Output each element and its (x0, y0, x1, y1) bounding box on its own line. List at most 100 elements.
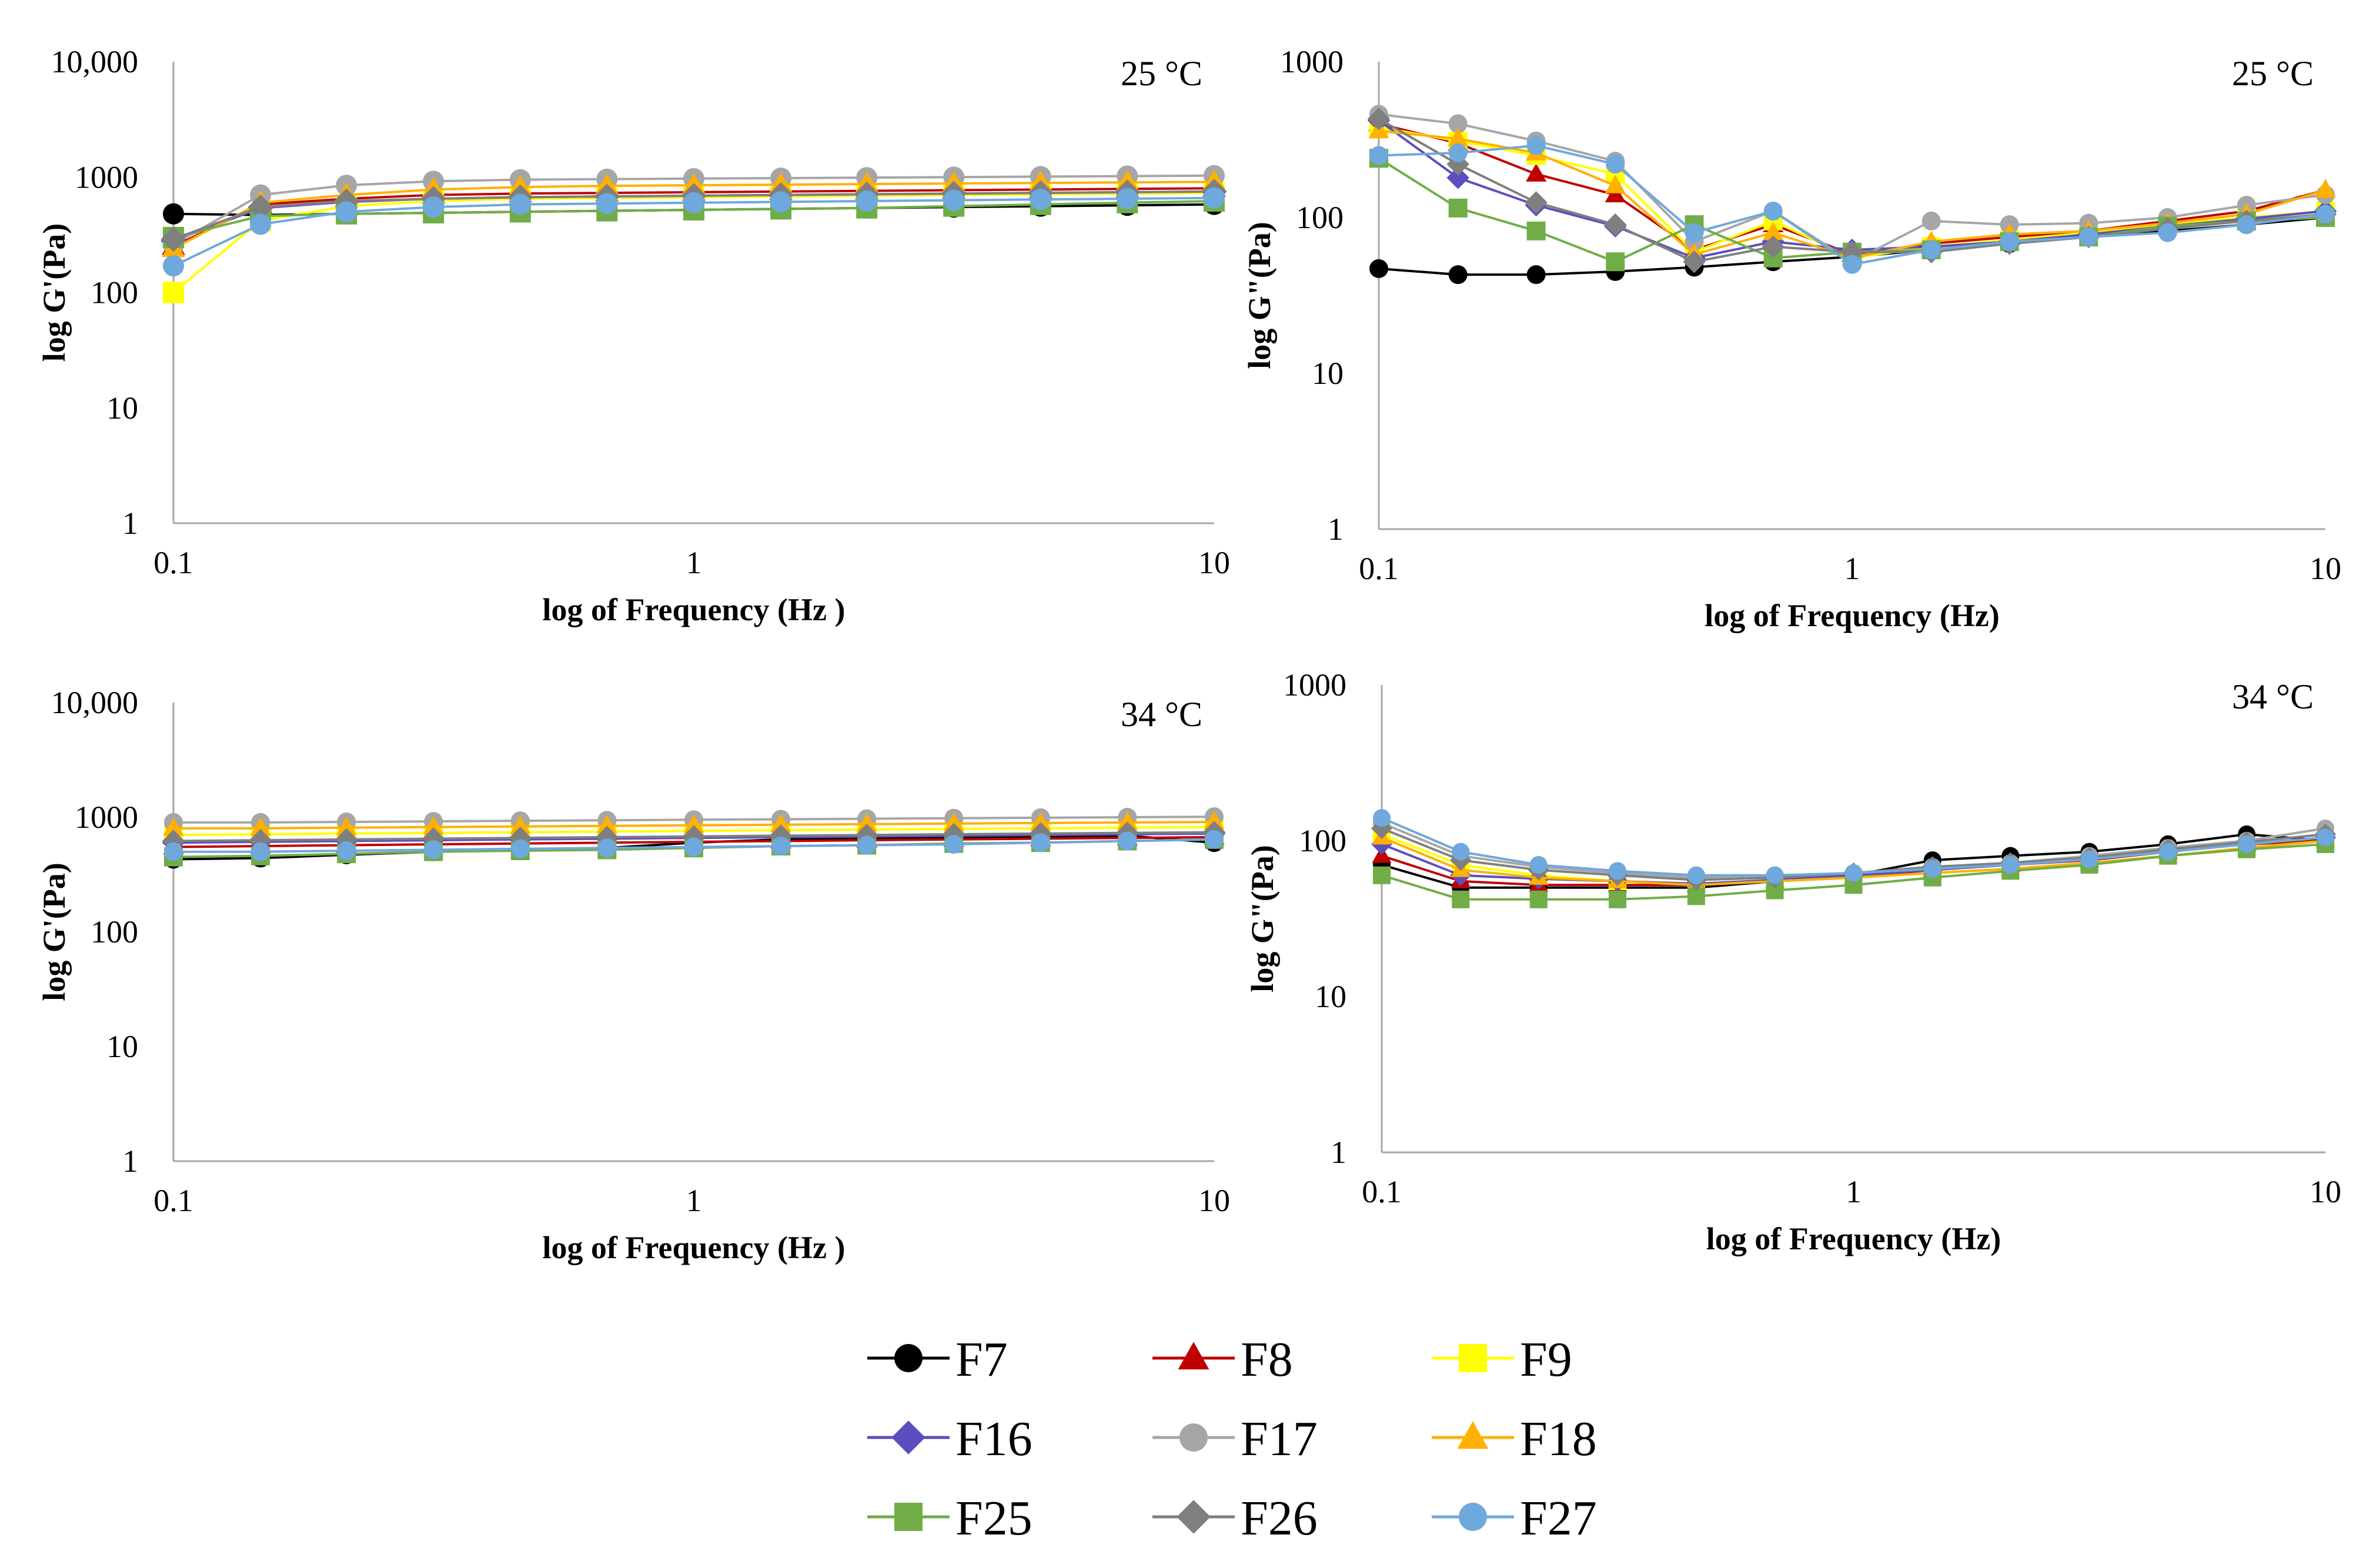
data-point (1526, 221, 1546, 240)
legend-item-f18: F18 (1432, 1412, 1597, 1466)
data-point (1448, 114, 1468, 133)
y-tick-label: 10 (106, 390, 138, 426)
y-tick-label: 100 (91, 275, 138, 310)
data-point (1762, 235, 1784, 258)
panel-bottom-right: 0.1 1 10 1 10 100 1000 log of Frequency (Hz) log… (1245, 667, 2341, 1256)
temperature-label: 25 °C (1121, 54, 1202, 93)
data-point (1373, 809, 1391, 827)
x-tick-label: 10 (2310, 1174, 2341, 1209)
data-point (1766, 866, 1784, 884)
data-point (2237, 215, 2256, 235)
data-point (1446, 153, 1469, 176)
data-point (1526, 163, 1547, 182)
y-tick-label: 100 (1296, 200, 1344, 235)
data-point (2080, 850, 2098, 868)
legend-marker (894, 1503, 923, 1531)
x-tick-label: 0.1 (1362, 1174, 1402, 1209)
data-point (1118, 831, 1137, 851)
temperature-label: 34 °C (2232, 677, 2314, 716)
data-point (1448, 198, 1468, 218)
data-point (1205, 830, 1224, 849)
y-axis-title: log G'(Pa) (36, 862, 72, 1001)
legend-item-f25: F25 (867, 1491, 1032, 1546)
data-point (856, 190, 878, 212)
data-point (1604, 213, 1627, 236)
legend-label: F8 (1241, 1332, 1293, 1387)
data-point (683, 814, 704, 833)
data-point (1683, 250, 1706, 273)
data-point (1367, 107, 1391, 131)
legend-label: F17 (1241, 1412, 1318, 1466)
data-point (163, 817, 184, 836)
data-point (250, 817, 271, 836)
data-point (1373, 866, 1391, 884)
data-point (248, 194, 273, 220)
series-f26 (1367, 107, 2337, 273)
y-tick-label: 10,000 (51, 44, 139, 79)
y-tick-label: 100 (1299, 823, 1346, 858)
x-tick-label: 1 (1844, 551, 1860, 586)
legend-item-f7: F7 (867, 1332, 1008, 1387)
data-point (1204, 811, 1225, 830)
data-point (1526, 136, 1546, 155)
data-point (336, 817, 357, 835)
data-point (163, 203, 184, 225)
data-point (336, 201, 357, 223)
data-point (1452, 890, 1470, 908)
legend-label: F9 (1520, 1332, 1572, 1387)
legend-item-f27: F27 (1432, 1491, 1597, 1546)
data-point (1763, 202, 1783, 221)
legend-item-f9: F9 (1432, 1332, 1572, 1387)
x-axis-title: log of Frequency (Hz) (1706, 1221, 2001, 1256)
data-point (1608, 890, 1626, 908)
data-point (1446, 166, 1469, 189)
data-point (1921, 240, 1941, 260)
data-point (2001, 856, 2020, 874)
data-point (1031, 833, 1050, 852)
data-point (337, 841, 356, 861)
legend-marker (1179, 1423, 1208, 1452)
legend-label: F7 (955, 1332, 1008, 1387)
data-point (1685, 223, 1704, 242)
y-tick-label: 1 (1331, 1135, 1346, 1170)
y-tick-label: 1 (1328, 511, 1344, 547)
data-point (2238, 835, 2256, 853)
data-point (1606, 155, 1625, 174)
legend-marker (1459, 1503, 1487, 1531)
temperature-label: 34 °C (1121, 695, 1202, 734)
data-point (943, 189, 965, 211)
data-point (1525, 191, 1548, 214)
data-point (164, 842, 183, 861)
y-tick-label: 100 (91, 914, 138, 950)
data-point (1030, 189, 1051, 210)
y-tick-label: 10 (1315, 979, 1346, 1014)
x-tick-label: 10 (2310, 551, 2341, 586)
data-point (770, 814, 791, 833)
legend-label: F16 (955, 1412, 1032, 1466)
series-f27 (163, 187, 1225, 277)
data-point (424, 840, 443, 860)
legend: F7 F8 F9 F16 F17 F18 F25 F26 F27 (867, 1332, 1597, 1546)
data-point (423, 196, 445, 218)
x-axis-title: log of Frequency (Hz ) (543, 1230, 846, 1265)
legend-label: F18 (1520, 1412, 1597, 1466)
legend-marker (1457, 1421, 1489, 1449)
series-f27 (1373, 809, 2334, 884)
data-point (596, 193, 618, 215)
x-tick-label: 0.1 (153, 1183, 193, 1218)
data-point (857, 835, 877, 855)
legend-label: F26 (1241, 1491, 1318, 1546)
data-point (943, 813, 964, 831)
x-tick-label: 1 (686, 545, 702, 580)
legend-label: F27 (1520, 1491, 1597, 1546)
x-tick-label: 10 (1198, 1183, 1230, 1218)
data-point (1606, 252, 1625, 272)
y-tick-label: 10 (1312, 356, 1344, 391)
data-point (683, 192, 704, 213)
data-point (1526, 265, 1546, 285)
data-point (163, 282, 184, 303)
data-point (1840, 240, 1864, 263)
data-point (422, 827, 445, 850)
data-point (1605, 175, 1626, 193)
data-point (161, 226, 186, 252)
